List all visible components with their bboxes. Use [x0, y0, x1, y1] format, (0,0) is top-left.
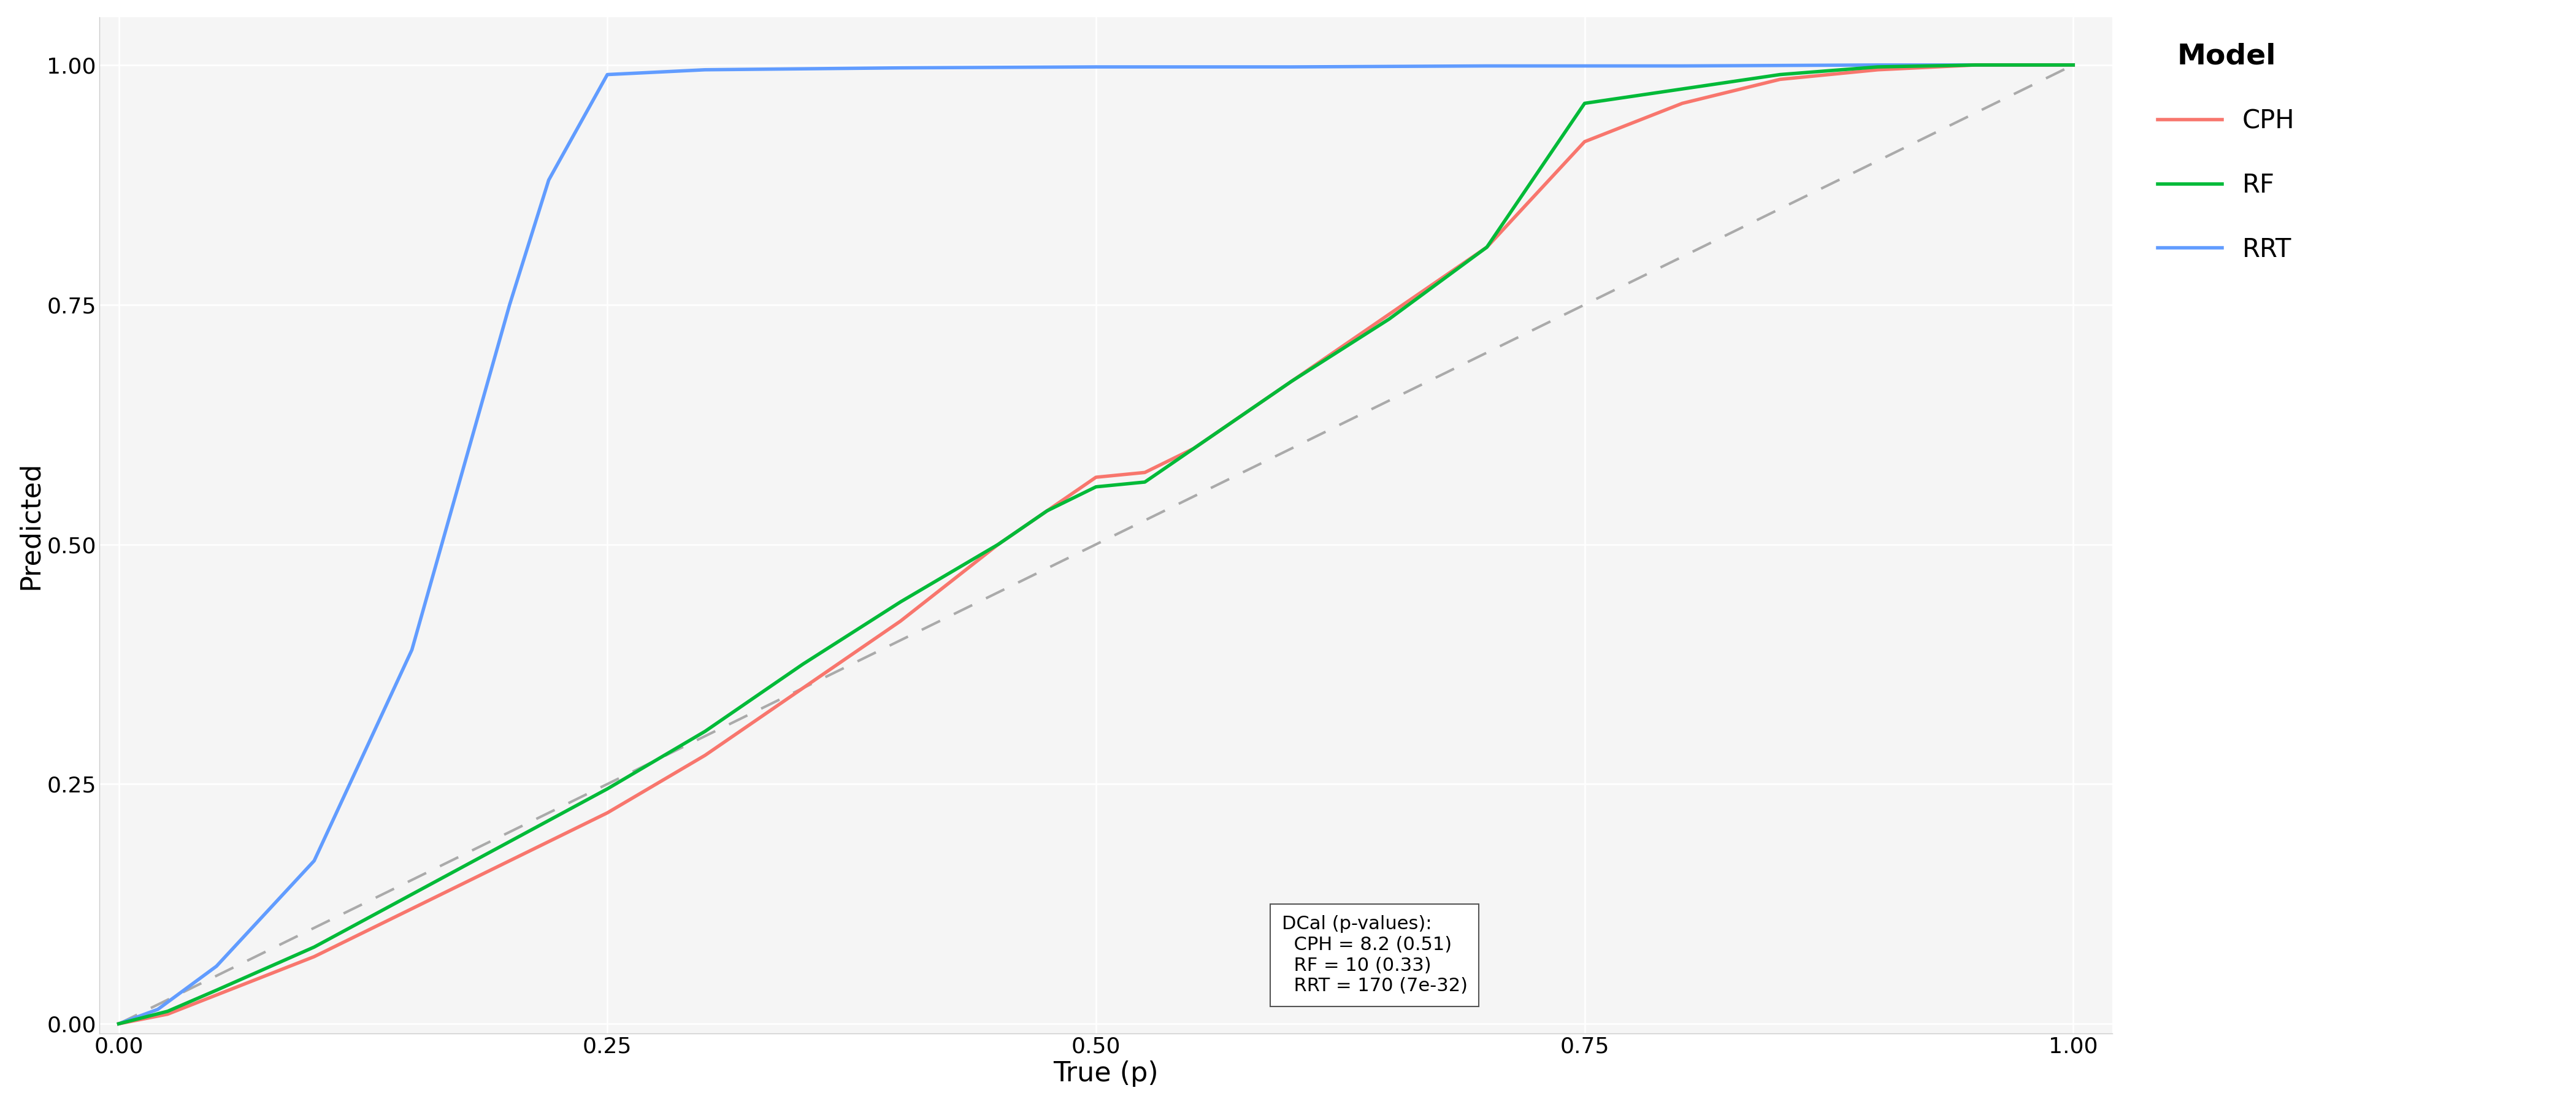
RRT	[397, 644, 428, 657]
RF	[103, 1017, 134, 1030]
RRT	[103, 1017, 134, 1030]
RF	[1128, 476, 1159, 489]
CPH	[1960, 59, 1991, 72]
CPH	[690, 749, 721, 762]
CPH	[1471, 241, 1502, 254]
Text: DCal (p-values):
  CPH = 8.2 (0.51)
  RF = 10 (0.33)
  RRT = 170 (7e-32): DCal (p-values): CPH = 8.2 (0.51) RF = 1…	[1283, 915, 1468, 995]
RRT	[1079, 61, 1110, 74]
CPH	[299, 951, 330, 964]
RRT	[299, 854, 330, 868]
CPH	[2058, 59, 2089, 72]
RF	[495, 835, 526, 848]
RRT	[495, 298, 526, 311]
X-axis label: True (p): True (p)	[1054, 1061, 1159, 1087]
RRT	[592, 68, 623, 82]
RF	[1667, 83, 1698, 96]
RF	[1471, 241, 1502, 254]
Y-axis label: Predicted: Predicted	[18, 461, 44, 590]
CPH	[886, 615, 917, 628]
RF	[1960, 59, 1991, 72]
CPH	[397, 902, 428, 915]
RF	[1765, 68, 1795, 82]
RF	[1373, 312, 1404, 326]
CPH	[788, 681, 819, 694]
RRT	[1862, 59, 1893, 72]
RRT	[201, 959, 232, 973]
RF	[1030, 505, 1061, 518]
RF	[592, 783, 623, 796]
CPH	[103, 1017, 134, 1030]
RRT	[886, 61, 917, 74]
CPH	[1667, 97, 1698, 110]
RF	[788, 658, 819, 671]
RF	[1079, 480, 1110, 493]
CPH	[1373, 308, 1404, 321]
RF	[1177, 442, 1208, 455]
RF	[152, 1005, 183, 1018]
RF	[984, 538, 1015, 551]
CPH	[201, 988, 232, 1001]
RF	[1569, 97, 1600, 110]
RF	[201, 984, 232, 997]
RF	[886, 595, 917, 608]
RRT	[1275, 61, 1306, 74]
RF	[1862, 61, 1893, 74]
RRT	[2058, 59, 2089, 72]
CPH	[152, 1008, 183, 1021]
CPH	[1128, 466, 1159, 479]
RRT	[1471, 60, 1502, 73]
CPH	[1177, 442, 1208, 455]
Line: RF: RF	[118, 65, 2074, 1023]
RF	[397, 888, 428, 901]
CPH	[1569, 135, 1600, 148]
RRT	[533, 173, 564, 187]
CPH	[1275, 374, 1306, 388]
CPH	[984, 538, 1015, 551]
CPH	[1765, 73, 1795, 86]
CPH	[1862, 63, 1893, 76]
Line: RRT: RRT	[118, 65, 2074, 1023]
CPH	[1079, 470, 1110, 484]
Line: CPH: CPH	[118, 65, 2074, 1023]
RF	[2058, 59, 2089, 72]
RF	[690, 724, 721, 737]
RF	[299, 941, 330, 954]
Legend: CPH, RF, RRT: CPH, RF, RRT	[2146, 30, 2308, 275]
CPH	[495, 854, 526, 868]
CPH	[1030, 505, 1061, 518]
RRT	[142, 1002, 173, 1016]
RRT	[690, 63, 721, 76]
RF	[1275, 374, 1306, 388]
RRT	[1667, 60, 1698, 73]
CPH	[592, 806, 623, 819]
